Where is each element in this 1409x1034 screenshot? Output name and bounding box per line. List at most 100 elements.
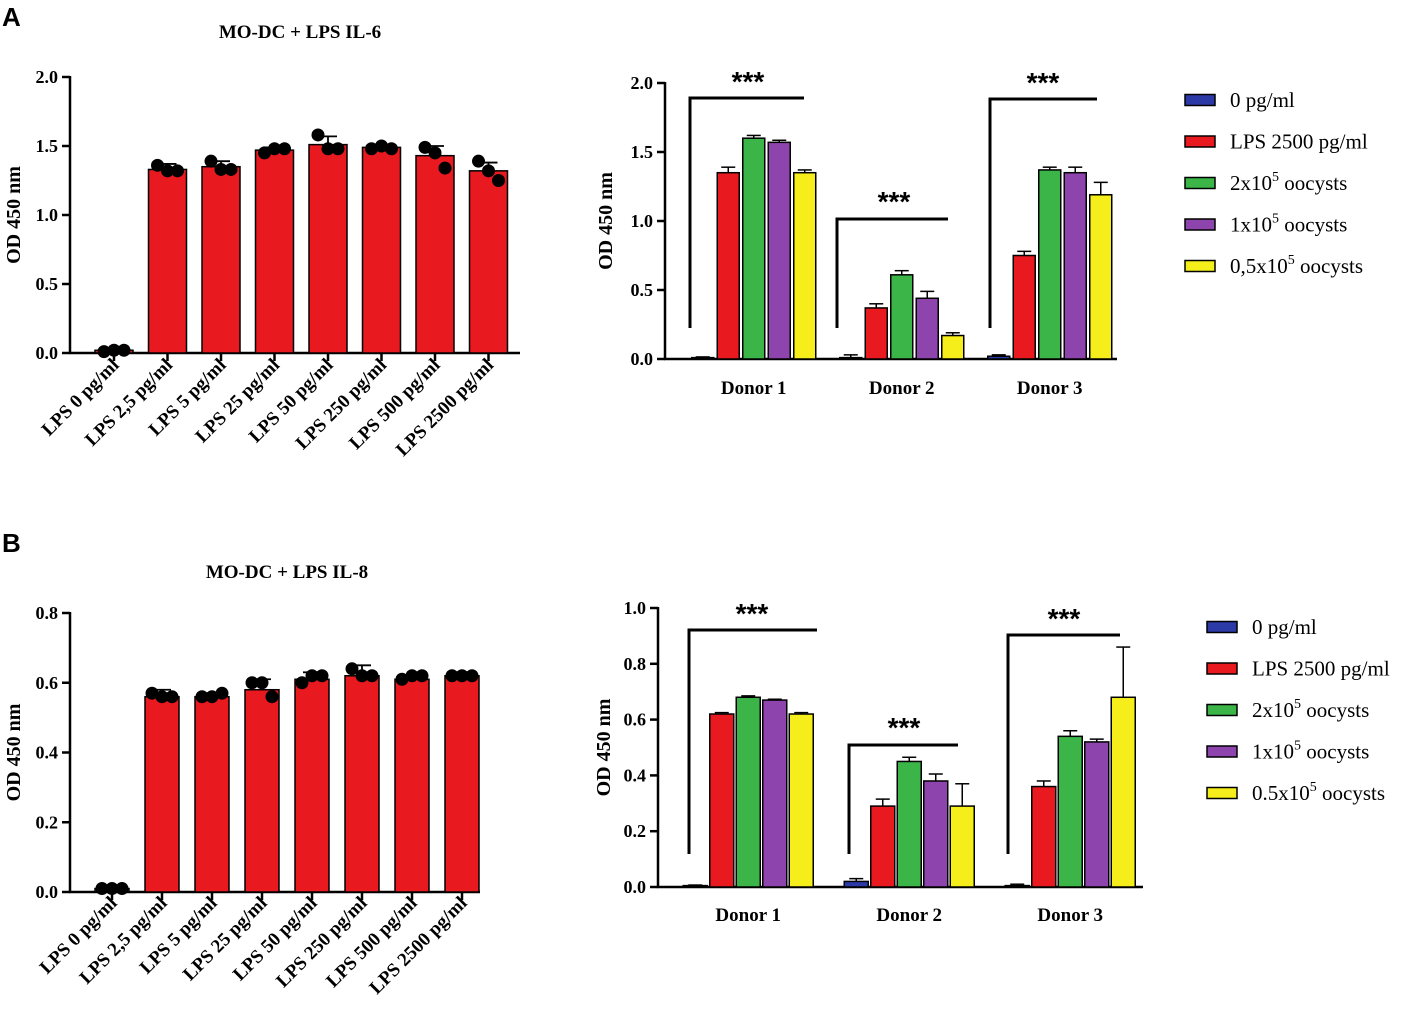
data-point [165,690,179,704]
data-point [418,140,432,154]
bar [987,355,1011,360]
bar [843,880,869,888]
legend: 0 pg/ml LPS 2500 pg/ml 2x105 oocysts 1x105 … [1206,615,1390,805]
data-point [311,128,325,142]
x-category-label: LPS 2500 pg/ml [392,355,498,461]
y-axis-label: OD 450 nm [3,166,25,264]
bar [294,678,330,893]
chart-title: MO-DC + LPS IL-8 [206,562,368,583]
legend-swatch [1184,93,1216,107]
bar [1110,696,1136,888]
charts-layer: MO-DC + LPS IL-6 OD 450 nm 0.0 0.5 1.0 1.5 2.0… [3,22,1390,999]
panel-label-b: B [2,528,21,558]
bar [201,165,241,354]
significance-stars: *** [732,66,765,97]
y-tick-label: 1.5 [631,142,654,162]
legend-label: 1x105 oocysts [1252,739,1369,764]
y-tick-label: 0.5 [631,280,654,300]
significance-stars: *** [878,186,911,217]
y-tick-label: 0.2 [36,812,59,832]
legend-swatch [1184,176,1216,190]
legend-label: LPS 2500 pg/ml [1230,130,1368,154]
bar [793,171,817,360]
bar [147,168,188,354]
data-point [171,164,184,178]
bar [767,141,791,360]
legend-label: 0 pg/ml [1230,88,1295,112]
bar [709,713,735,888]
x-group-label: Donor 2 [876,905,942,926]
data-point [161,164,174,178]
y-tick-label: 0.8 [624,654,647,674]
legend-swatch [1184,259,1216,273]
x-group-label: Donor 1 [721,378,787,399]
data-point [331,142,345,156]
y-tick-label: 1.5 [36,136,59,156]
y-tick-label: 0.5 [36,274,59,294]
data-point [195,690,209,704]
bar [468,170,509,354]
data-point [375,139,388,153]
data-point [482,164,495,178]
data-point [245,676,259,690]
data-point [204,154,218,168]
significance-bracket [687,628,817,854]
bar [244,688,280,893]
significance-stars: *** [1027,67,1060,98]
bar [194,695,230,893]
legend-label: 0,5x105 oocysts [1230,253,1363,278]
data-point [395,672,409,686]
y-tick-label: 0.0 [36,882,59,902]
data-point [117,343,131,357]
bar [949,805,975,888]
y-axis-label: OD 450 nm [3,703,25,801]
bar [1063,171,1087,360]
bar [1084,741,1110,888]
data-point [415,669,429,683]
bar [1004,884,1030,888]
legend-swatch [1206,745,1238,758]
bar [682,884,708,888]
bar [742,137,766,360]
legend-swatch [1206,620,1238,634]
data-point [105,882,119,896]
bar [915,297,939,360]
bar [870,805,896,888]
bar [361,146,402,354]
bar [1031,785,1057,888]
bar [923,780,949,888]
significance-bracket [1006,633,1120,854]
bar [444,675,480,893]
data-point [145,686,159,700]
data-point [265,690,279,704]
bar [415,154,455,354]
bar [839,356,863,360]
data-point [345,662,359,676]
data-point [255,676,269,690]
bar [1057,735,1083,888]
bar [788,713,814,888]
legend-swatch [1184,218,1216,231]
y-axis-label: OD 450 nm [595,172,617,270]
chart-a-right: OD 450 nm 0.0 0.5 1.0 1.5 2.0 Donor 1 Donor 2 Do… [595,66,1368,399]
bar [1012,254,1036,360]
panel-label-a: A [2,2,21,32]
bar [691,356,715,360]
data-point [268,142,281,156]
significance-stars: *** [1048,603,1081,634]
data-point [385,142,398,156]
data-point [155,690,169,704]
chart-b-right: OD 450 nm 0.0 0.2 0.4 0.6 0.8 1.0 Donor 1 Donor … [593,598,1390,926]
x-group-label: Donor 2 [869,378,935,399]
legend-label: 1x105 oocysts [1230,212,1347,237]
chart-title: MO-DC + LPS IL-6 [219,22,381,43]
y-tick-label: 0.4 [36,743,59,763]
bar [716,171,740,360]
data-point [321,142,335,156]
y-tick-label: 2.0 [36,67,59,87]
significance-bracket [835,217,948,328]
significance-stars: *** [736,598,769,629]
data-point [305,669,319,683]
data-point [438,161,452,175]
